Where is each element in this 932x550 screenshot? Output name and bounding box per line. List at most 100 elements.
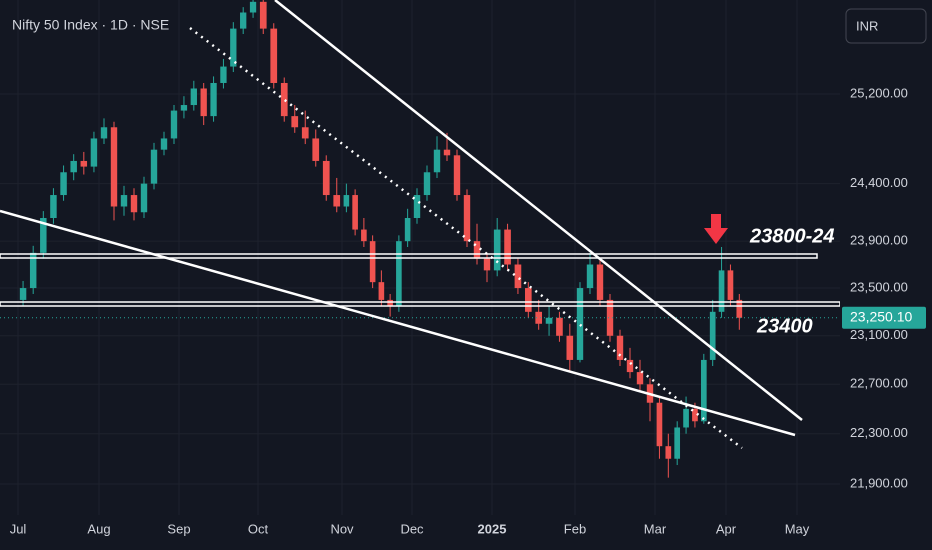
candle-body xyxy=(352,195,358,230)
candle-body xyxy=(200,88,207,117)
candle-body xyxy=(524,288,532,312)
candle-body xyxy=(180,105,188,111)
price-axis xyxy=(840,0,932,550)
candle-body xyxy=(709,311,716,360)
candle-body xyxy=(140,183,148,213)
candle-body xyxy=(665,446,672,459)
y-tick-label: 23,100.00 xyxy=(850,327,908,342)
candle-body xyxy=(586,264,594,289)
x-tick-label: Apr xyxy=(716,521,737,536)
candle-body xyxy=(19,288,27,300)
candle-body xyxy=(626,359,634,373)
candle-body xyxy=(110,127,118,207)
candle-body xyxy=(718,270,725,312)
x-tick-label: Jul xyxy=(10,521,27,536)
y-tick-label: 25,200.00 xyxy=(850,85,908,100)
axis: 25,200.00 24,400.00 23,900.00 23,500.00 23,1… xyxy=(10,85,926,536)
candle-body xyxy=(473,241,481,259)
candle-body xyxy=(493,229,501,271)
y-tick-label: 23,500.00 xyxy=(850,279,908,294)
candle-body xyxy=(453,155,461,196)
x-tick-label: 2025 xyxy=(478,521,507,536)
candle-body xyxy=(220,66,227,83)
y-tick-label: 22,700.00 xyxy=(850,376,908,391)
candle-body xyxy=(396,241,402,306)
x-tick-label: Sep xyxy=(167,521,190,536)
candle-body xyxy=(556,317,563,336)
x-tick-label: Aug xyxy=(87,521,110,536)
candle-body xyxy=(60,172,67,196)
candle-body xyxy=(504,229,511,265)
candle-body xyxy=(130,195,138,213)
candle-body xyxy=(343,195,350,207)
candle-body xyxy=(433,149,441,173)
candle-body xyxy=(606,299,614,336)
candle-body xyxy=(545,317,553,324)
arrow-down xyxy=(704,214,728,244)
candle-body xyxy=(736,299,743,318)
candle-body xyxy=(259,1,267,29)
trend-line xyxy=(0,209,796,437)
candle-body xyxy=(361,229,367,242)
candle-body xyxy=(514,264,522,289)
chart-title: Nifty 50 Index · 1D · NSE xyxy=(12,17,169,33)
candle-body xyxy=(100,127,108,139)
candle-body xyxy=(674,427,681,459)
candle-body xyxy=(160,138,168,150)
y-tick-label: 24,400.00 xyxy=(850,175,908,190)
candle-body xyxy=(70,160,77,173)
candle-body xyxy=(240,12,247,29)
last-price-label: 23,250.10 xyxy=(850,308,912,324)
y-tick-label: 23,900.00 xyxy=(850,233,908,248)
candle-body xyxy=(369,241,376,283)
candle-body xyxy=(443,149,451,156)
candle-body xyxy=(700,359,707,422)
drawings: 23800-24 23400 xyxy=(0,0,840,449)
candle-body xyxy=(404,218,411,242)
candle-body xyxy=(423,172,431,196)
candle-body xyxy=(387,299,393,306)
candle-body xyxy=(270,28,278,83)
candle-body xyxy=(291,116,299,128)
y-tick-label: 22,300.00 xyxy=(850,425,908,440)
candle-body xyxy=(566,335,574,360)
candle-body xyxy=(636,372,644,385)
x-tick-label: Dec xyxy=(400,521,424,536)
currency-button[interactable] xyxy=(845,8,927,44)
candle-body xyxy=(301,127,309,139)
annotation: 23400 xyxy=(756,315,813,337)
y-tick-label: 21,900.00 xyxy=(850,475,908,490)
candle-body xyxy=(249,1,257,13)
candle-body xyxy=(683,408,689,428)
x-tick-label: Feb xyxy=(564,521,586,536)
candle-body xyxy=(616,335,624,360)
candle-body xyxy=(150,149,158,184)
annotation: 23800-24 xyxy=(749,225,835,247)
zone-box xyxy=(0,253,818,259)
candle-body xyxy=(322,160,330,196)
candle-body xyxy=(40,218,47,253)
candle-body xyxy=(29,252,37,289)
candle-body xyxy=(535,311,543,324)
candle-body xyxy=(210,82,217,117)
candle-body xyxy=(413,195,421,219)
trend-line xyxy=(274,0,803,421)
candle-body xyxy=(463,195,471,242)
candle-body xyxy=(692,408,698,422)
candle-body xyxy=(596,264,604,300)
candle-body xyxy=(120,195,128,207)
candle-body xyxy=(656,402,663,447)
candle-body xyxy=(333,195,341,207)
x-tick-label: Mar xyxy=(644,521,667,536)
plot xyxy=(0,0,840,478)
candle-body xyxy=(230,28,237,67)
zone-box xyxy=(0,301,840,307)
candle-body xyxy=(90,138,98,167)
candle-body xyxy=(727,270,734,300)
candle-body xyxy=(80,160,88,167)
candle-body xyxy=(483,258,491,271)
x-tick-label: May xyxy=(785,521,810,536)
candle-body xyxy=(280,82,288,117)
currency-label: INR xyxy=(856,18,878,33)
